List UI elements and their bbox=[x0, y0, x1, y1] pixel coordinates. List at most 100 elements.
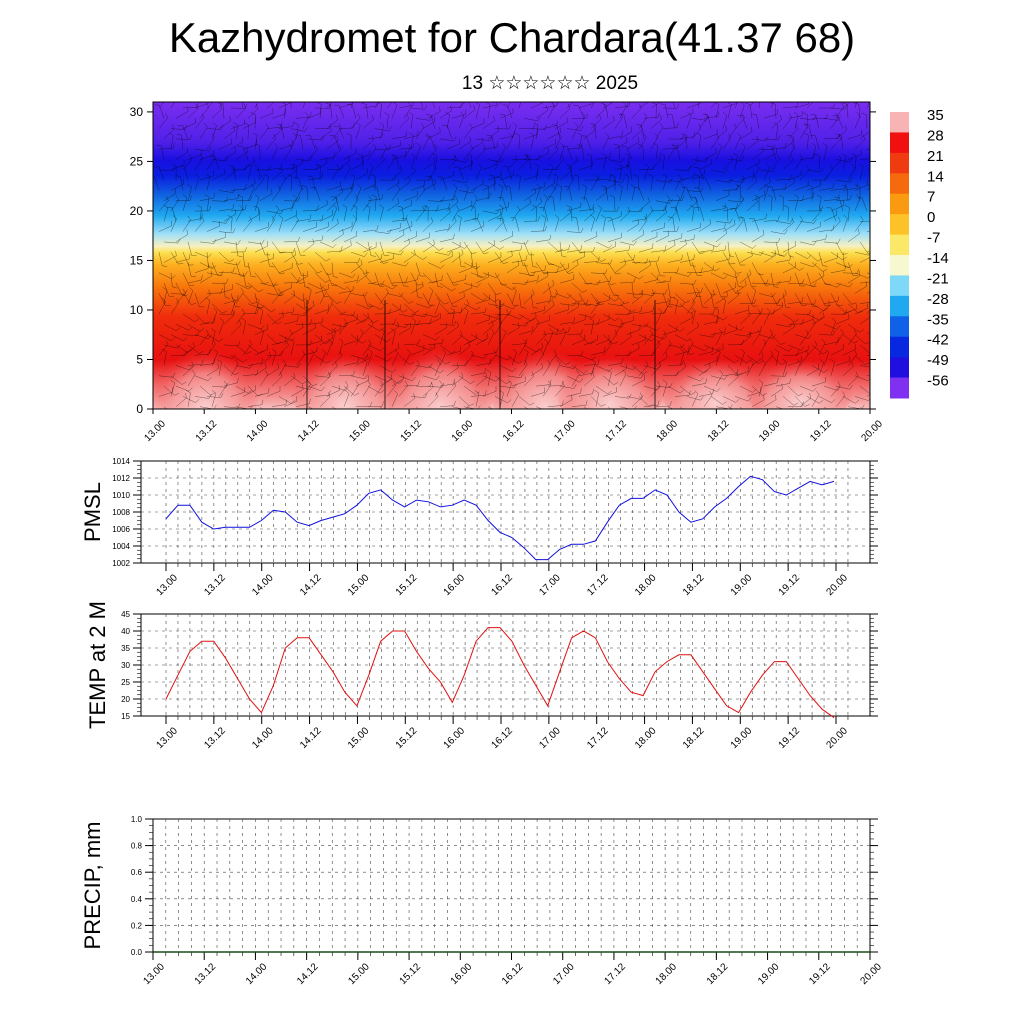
colorbar-label: -21 bbox=[927, 270, 949, 287]
y-tick-label: 25 bbox=[121, 678, 130, 687]
x-tick-label: 20.00 bbox=[858, 961, 884, 987]
x-tick-label: 20.00 bbox=[824, 725, 850, 751]
colorbar-label: 14 bbox=[927, 168, 944, 185]
y-tick-label: 0 bbox=[136, 402, 143, 416]
colorbar-segment bbox=[890, 275, 909, 297]
y-tick-label: 0.8 bbox=[131, 842, 143, 851]
y-tick-label: 0.4 bbox=[131, 895, 143, 904]
colorbar-label: -7 bbox=[927, 230, 940, 247]
x-tick-label: 18.12 bbox=[681, 572, 707, 598]
temp-panel: 15 20 25 30 35 40 45 13.00 13.12 14.00 14.12 15.00 1… bbox=[85, 601, 878, 751]
colorbar-segment bbox=[890, 112, 909, 133]
surface-heat-cells bbox=[153, 322, 855, 409]
y-tick-label: 0.0 bbox=[131, 948, 143, 957]
y-tick-label: 35 bbox=[121, 644, 130, 653]
y-tick-label: 1002 bbox=[112, 559, 130, 568]
series-line bbox=[165, 627, 835, 719]
colorbar-segment bbox=[890, 193, 909, 215]
colorbar-segment bbox=[890, 152, 909, 174]
x-tick-label: 16.00 bbox=[442, 725, 468, 751]
heat-cell bbox=[290, 333, 400, 409]
x-tick-label: 14.00 bbox=[245, 418, 271, 444]
x-tick-label: 15.12 bbox=[394, 572, 420, 598]
colorbar-label: 21 bbox=[927, 148, 944, 165]
pmsl-panel: 1002 1004 1006 1008 1010 1012 1014 13.00 13.12 14… bbox=[80, 457, 878, 598]
y-tick-label: 5 bbox=[136, 352, 143, 366]
temperature-cross-section: 0 5 10 15 20 25 30 13.00 13.12 14.00 14.12 15.00 15… bbox=[130, 101, 885, 444]
x-tick-label: 13.00 bbox=[142, 418, 168, 444]
colorbar-label: 35 bbox=[927, 107, 944, 124]
x-tick-label: 17.12 bbox=[585, 572, 611, 598]
x-tick-label: 19.00 bbox=[729, 725, 755, 751]
x-tick-label: 16.12 bbox=[489, 725, 515, 751]
x-tick-label: 18.00 bbox=[655, 418, 681, 444]
wind-barb-field bbox=[153, 102, 870, 409]
chart-title: Kazhydromet for Chardara(41.37 68) bbox=[168, 14, 856, 61]
x-tick-label: 15.12 bbox=[394, 725, 420, 751]
y-tick-label: 10 bbox=[130, 303, 144, 317]
colorbar-label: -14 bbox=[927, 250, 949, 267]
x-tick-label: 14.00 bbox=[244, 961, 270, 987]
colorbar-label: -42 bbox=[927, 332, 949, 349]
x-tick-label: 18.12 bbox=[705, 961, 731, 987]
colorbar-segment bbox=[890, 255, 909, 276]
colorbar-label: 0 bbox=[927, 209, 935, 226]
x-tick-label: 17.00 bbox=[537, 572, 563, 598]
colorbar-segment bbox=[890, 234, 909, 256]
colorbar-label: -49 bbox=[927, 352, 949, 369]
colorbar-segment bbox=[890, 173, 909, 195]
y-axis-label: TEMP at 2 M bbox=[85, 601, 110, 729]
precip-panel: 0.0 0.2 0.4 0.6 0.8 1.0 13.00 13.12 14.00 14.12 15… bbox=[80, 815, 884, 987]
x-tick-label: 19.12 bbox=[777, 572, 803, 598]
series-line bbox=[165, 475, 835, 561]
y-tick-label: 1008 bbox=[112, 508, 130, 517]
x-tick-label: 14.00 bbox=[250, 572, 276, 598]
colorbar-label: 7 bbox=[927, 189, 935, 206]
heat-cell bbox=[385, 322, 495, 409]
heat-cell bbox=[555, 336, 665, 409]
x-tick-label: 16.12 bbox=[500, 961, 526, 987]
x-tick-label: 14.12 bbox=[296, 418, 322, 444]
y-tick-label: 45 bbox=[121, 610, 130, 619]
x-tick-label: 18.12 bbox=[681, 725, 707, 751]
x-tick-label: 18.00 bbox=[633, 725, 659, 751]
y-tick-label: 30 bbox=[121, 661, 130, 670]
x-tick-label: 18.00 bbox=[654, 961, 680, 987]
y-tick-label: 1004 bbox=[112, 542, 130, 551]
x-tick-label: 14.12 bbox=[298, 725, 324, 751]
colorbar-segment bbox=[890, 357, 909, 379]
x-tick-label: 17.12 bbox=[602, 961, 628, 987]
x-tick-label: 15.00 bbox=[346, 572, 372, 598]
colorbar-segment bbox=[890, 377, 909, 399]
y-tick-label: 1.0 bbox=[131, 815, 143, 824]
y-tick-label: 0.2 bbox=[131, 921, 143, 930]
heatmap-y-axis: 0 5 10 15 20 25 30 bbox=[130, 105, 876, 416]
x-tick-label: 17.00 bbox=[551, 961, 577, 987]
x-tick-label: 15.12 bbox=[398, 961, 424, 987]
x-tick-label: 20.00 bbox=[859, 418, 885, 444]
x-tick-label: 14.00 bbox=[250, 725, 276, 751]
x-tick-label: 13.00 bbox=[141, 961, 167, 987]
y-tick-label: 40 bbox=[121, 627, 130, 636]
x-tick-label: 13.00 bbox=[154, 572, 180, 598]
x-tick-label: 14.12 bbox=[298, 572, 324, 598]
x-tick-label: 18.12 bbox=[706, 418, 732, 444]
x-tick-label: 19.12 bbox=[807, 961, 833, 987]
x-tick-label: 15.00 bbox=[347, 418, 373, 444]
heat-cell bbox=[153, 326, 260, 409]
wind-barbs bbox=[153, 102, 870, 409]
x-tick-label: 16.00 bbox=[442, 572, 468, 598]
x-tick-label: 15.12 bbox=[399, 418, 425, 444]
x-tick-label: 15.00 bbox=[346, 961, 372, 987]
y-tick-label: 30 bbox=[130, 105, 144, 119]
colorbar-label: 28 bbox=[927, 127, 944, 144]
x-tick-label: 19.12 bbox=[777, 725, 803, 751]
x-tick-label: 19.00 bbox=[757, 418, 783, 444]
x-tick-label: 16.00 bbox=[450, 418, 476, 444]
y-tick-label: 15 bbox=[130, 253, 144, 267]
x-tick-label: 15.00 bbox=[346, 725, 372, 751]
heatmap-x-axis: 13.00 13.12 14.00 14.12 15.00 15.12 16.00 16.12… bbox=[142, 409, 885, 444]
x-tick-label: 16.12 bbox=[489, 572, 515, 598]
x-tick-label: 17.00 bbox=[552, 418, 578, 444]
